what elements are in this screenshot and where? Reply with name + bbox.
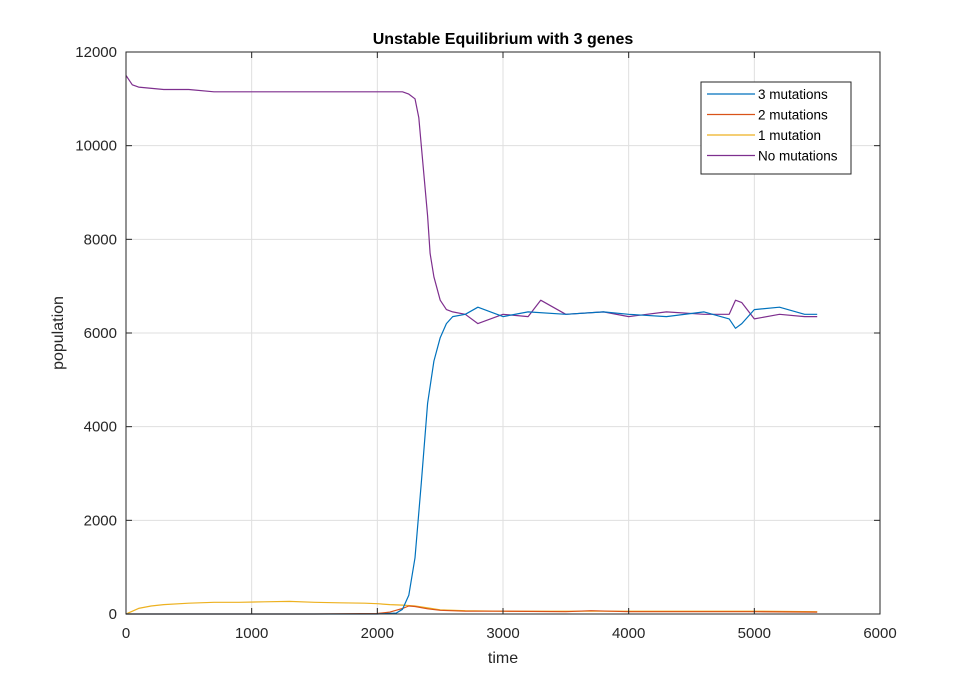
x-tick-label: 2000 (361, 625, 394, 642)
x-tick-label: 4000 (612, 625, 645, 642)
legend: 3 mutations 2 mutations 1 mutation No mutat… (700, 81, 852, 175)
series-layer (125, 75, 818, 615)
y-tick-label: 6000 (84, 325, 117, 342)
y-tick-label: 8000 (84, 231, 117, 248)
x-tick-label: 0 (122, 625, 130, 642)
series-line-0 (126, 306, 818, 615)
legend-label: 2 mutations (758, 108, 828, 123)
x-tick-label: 1000 (235, 625, 268, 642)
x-tick-label: 3000 (486, 625, 519, 642)
y-axis-label: population (50, 296, 67, 370)
legend-box (700, 81, 852, 175)
y-tick-label: 4000 (84, 419, 117, 436)
legend-label: 3 mutations (758, 87, 828, 102)
chart-title: Unstable Equilibrium with 3 genes (373, 31, 634, 48)
y-tick-label: 2000 (84, 512, 117, 529)
y-tick-label: 10000 (75, 138, 117, 155)
x-tick-label: 6000 (863, 625, 896, 642)
x-tick-label: 5000 (738, 625, 771, 642)
y-tick-label: 0 (109, 606, 117, 623)
x-axis-label: time (488, 650, 518, 667)
legend-label: 1 mutation (758, 128, 821, 143)
y-tick-label: 12000 (75, 44, 117, 61)
legend-label: No mutations (758, 149, 838, 164)
axis-ticks: 0 1000 2000 3000 4000 5000 6000 0 2000 4000 6000 80… (75, 44, 896, 642)
